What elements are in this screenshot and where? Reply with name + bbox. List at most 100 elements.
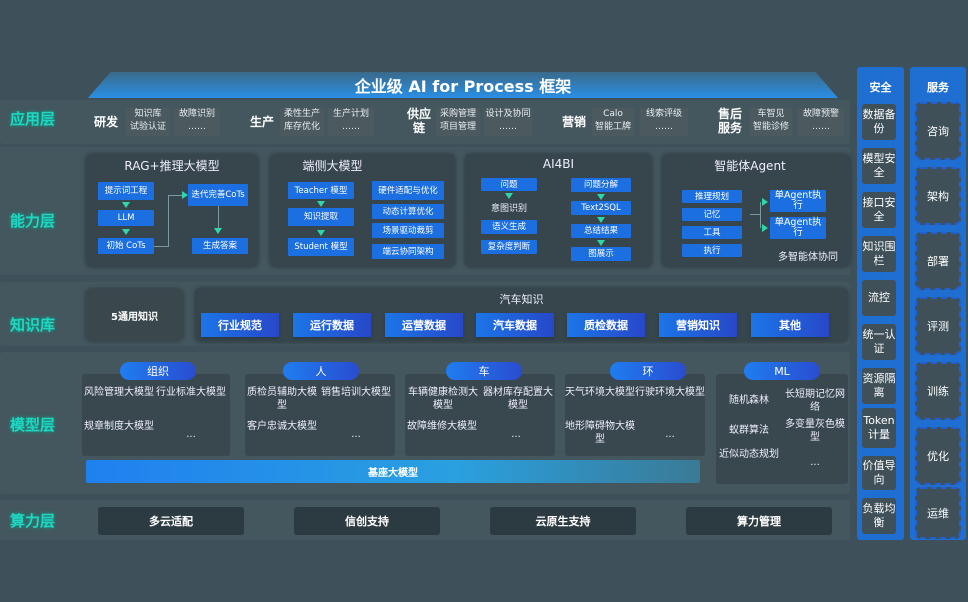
- app-item: 试验认证: [129, 122, 166, 132]
- model-item: 风险管理大模型: [84, 387, 154, 398]
- service-item[interactable]: 部署: [915, 232, 961, 290]
- connector: [168, 195, 169, 247]
- compute-item[interactable]: 算力管理: [686, 507, 832, 535]
- security-item[interactable]: 模型安全: [862, 148, 896, 184]
- arrow-down-icon: [597, 217, 605, 223]
- app-item: ……: [655, 122, 673, 132]
- model-item: 器材库存配置大模型: [483, 387, 553, 411]
- model-item: 故障维修大模型: [407, 421, 477, 432]
- arrow-down-icon: [317, 230, 325, 236]
- agent-title: 智能体Agent: [714, 159, 786, 173]
- security-item[interactable]: 价值导向: [862, 456, 896, 490]
- service-item[interactable]: 训练: [915, 362, 961, 420]
- security-item[interactable]: 流控: [862, 280, 896, 316]
- edge-box: Student 模型: [288, 238, 354, 256]
- model-panel-ml: 随机森林 长短期记忆网络 蚁群算法 多变量灰色模型 近似动态规划 ...: [716, 374, 848, 484]
- edge-model-panel: 端侧大模型 Teacher 模型 知识提取 Student 模型 硬件适配与优化…: [270, 154, 455, 267]
- service-item[interactable]: 咨询: [915, 102, 961, 160]
- arrow-down-icon: [214, 228, 222, 234]
- security-item[interactable]: 负载均衡: [862, 498, 896, 534]
- agent-box: 推理规划: [682, 190, 742, 203]
- compute-item[interactable]: 多云适配: [98, 507, 244, 535]
- layer-label-capability: 能力层: [10, 212, 56, 230]
- app-cell[interactable]: Calo 智能工牌: [592, 108, 634, 136]
- model-item: 地形障碍物大模型: [565, 421, 635, 445]
- app-cell[interactable]: 线索评级 ……: [640, 108, 688, 136]
- service-item[interactable]: 评测: [915, 297, 961, 355]
- app-item: 项目管理: [439, 122, 476, 132]
- knowledge-item[interactable]: 质检数据: [567, 313, 645, 337]
- model-item: 客户忠诚大模型: [247, 421, 317, 432]
- app-cell[interactable]: 柔性生产 库存优化: [280, 108, 324, 136]
- security-item[interactable]: 知识围栏: [862, 236, 896, 272]
- arrow-down-icon: [317, 201, 325, 207]
- model-group-people[interactable]: 人: [283, 362, 359, 380]
- service-item[interactable]: 运维: [915, 487, 961, 539]
- app-item: ……: [342, 122, 360, 132]
- agent-box: 单Agent执行: [770, 190, 826, 212]
- model-item: 多变量灰色模型: [785, 419, 845, 443]
- model-group-environment[interactable]: 环: [610, 362, 686, 380]
- app-cell[interactable]: 采购管理 项目管理: [436, 108, 480, 136]
- compute-item[interactable]: 信创支持: [294, 507, 440, 535]
- ai4bi-box: 语义生成: [481, 220, 537, 234]
- service-item[interactable]: 架构: [915, 167, 961, 225]
- app-item: ……: [188, 122, 206, 132]
- model-item: 车辆健康检测大模型: [408, 387, 478, 411]
- app-item: ……: [812, 122, 830, 132]
- security-item[interactable]: 资源隔离: [862, 368, 896, 404]
- rag-box: 生成答案: [192, 238, 248, 254]
- model-item: 天气环境大模型: [565, 387, 635, 398]
- model-group-org[interactable]: 组织: [120, 362, 196, 380]
- app-group-marketing: 营销: [562, 115, 587, 129]
- arrow-down-icon: [122, 202, 130, 208]
- arrow-down-icon: [122, 229, 130, 235]
- app-cell[interactable]: 生产计划 ……: [328, 108, 374, 136]
- model-item: 行驶环境大模型: [635, 387, 705, 398]
- app-cell[interactable]: 故障预警 ……: [798, 108, 844, 136]
- security-column: 安全 数据备份 模型安全 接口安全 知识围栏 流控 统一认证 资源隔离 Toke…: [857, 67, 904, 540]
- agent-box: 单Agent执行: [770, 217, 826, 239]
- knowledge-item[interactable]: 行业规范: [201, 313, 279, 337]
- ai4bi-box: 问题分解: [571, 178, 631, 192]
- security-item[interactable]: Token计量: [862, 408, 896, 448]
- page-title: 企业级 AI for Process 框架: [88, 72, 838, 98]
- app-cell[interactable]: 车智见 智能诊修: [750, 108, 792, 136]
- model-item: 规章制度大模型: [84, 421, 154, 432]
- app-cell[interactable]: 故障识别 ……: [174, 108, 220, 136]
- model-item: 长短期记忆网络: [785, 389, 845, 413]
- arrow-right-icon: [182, 191, 188, 199]
- app-item: ……: [499, 122, 517, 132]
- knowledge-item[interactable]: 营销知识: [659, 313, 737, 337]
- model-group-ml[interactable]: ML: [744, 362, 820, 380]
- ai4bi-panel: AI4BI 问题 意图识别 语义生成 复杂度判断 问题分解 Text2SQL 总…: [465, 154, 652, 267]
- knowledge-item[interactable]: 运行数据: [293, 313, 371, 337]
- edge-box: 动态计算优化: [372, 204, 444, 219]
- rag-box: LLM: [98, 210, 154, 226]
- security-item[interactable]: 统一认证: [862, 324, 896, 360]
- app-cell[interactable]: 设计及协同 ……: [484, 108, 532, 136]
- model-item: 随机森林: [729, 395, 769, 406]
- knowledge-item[interactable]: 其他: [751, 313, 829, 337]
- security-title: 安全: [869, 81, 892, 94]
- app-item: 知识库: [134, 109, 162, 119]
- edge-box: Teacher 模型: [288, 182, 354, 199]
- knowledge-item[interactable]: 运营数据: [385, 313, 463, 337]
- model-panel-org: 风险管理大模型 行业标准大模型 规章制度大模型 ...: [82, 374, 230, 456]
- rag-panel: RAG+推理大模型 提示词工程 LLM 初始 CoTs 迭代完善CoTs 生成答…: [86, 154, 258, 267]
- ai4bi-title: AI4BI: [542, 157, 575, 171]
- edge-box: 场景驱动裁剪: [372, 223, 444, 238]
- model-group-vehicle[interactable]: 车: [446, 362, 522, 380]
- knowledge-item[interactable]: 汽车数据: [476, 313, 554, 337]
- compute-item[interactable]: 云原生支持: [490, 507, 636, 535]
- connector: [750, 214, 760, 215]
- ai4bi-box: 总结结果: [571, 224, 631, 238]
- security-item[interactable]: 数据备份: [862, 104, 896, 140]
- agent-box: 执行: [682, 244, 742, 257]
- app-item: Calo: [603, 109, 623, 119]
- connector: [168, 195, 182, 196]
- connector: [760, 202, 761, 228]
- service-item[interactable]: 优化: [915, 427, 961, 485]
- app-cell[interactable]: 知识库 试验认证: [126, 108, 170, 136]
- security-item[interactable]: 接口安全: [862, 192, 896, 228]
